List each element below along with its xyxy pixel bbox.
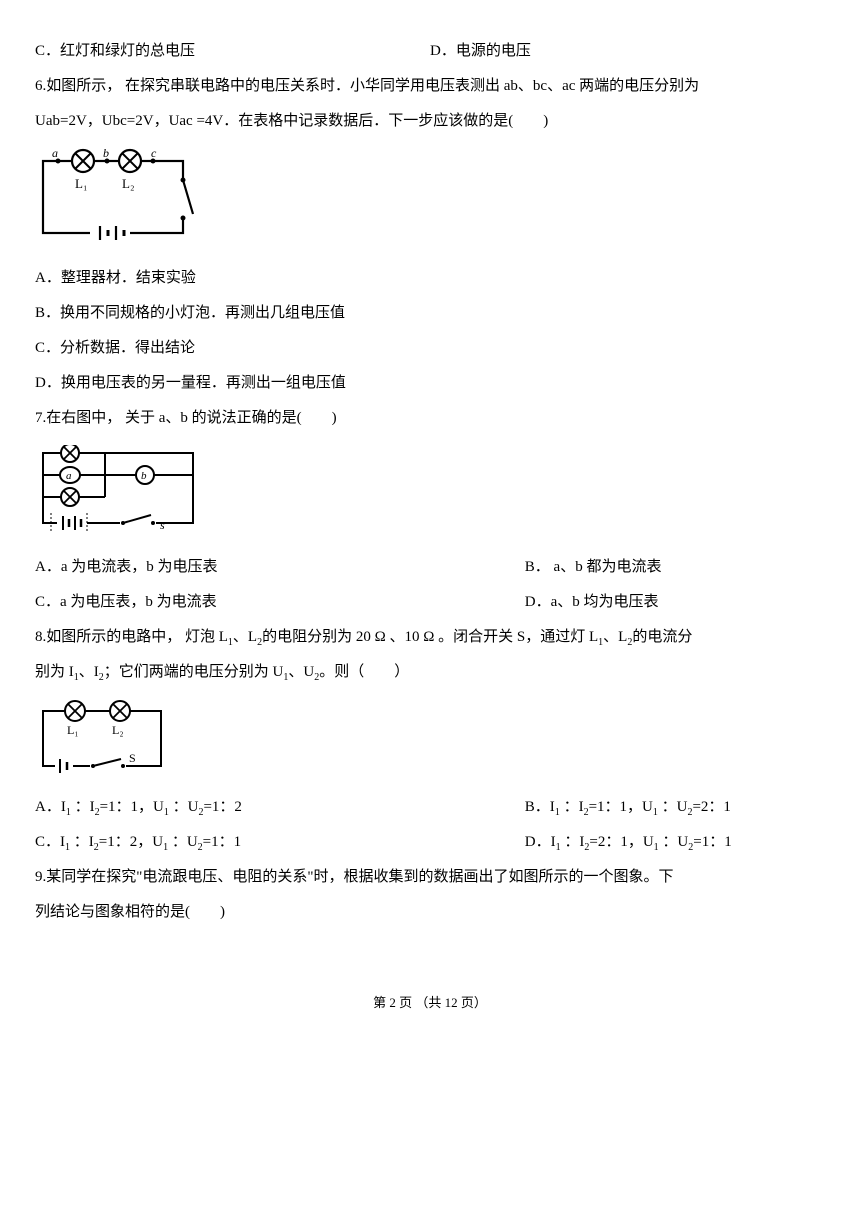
svg-text:c: c <box>151 148 157 160</box>
q9-stem-1: 9.某同学在探究"电流跟电压、电阻的关系"时，根据收集到的数据画出了如图所示的一… <box>35 861 825 894</box>
circuit-parallel-meters-icon: a b s <box>35 445 205 537</box>
svg-text:a: a <box>66 470 72 482</box>
q8-stem-1: 8.如图所示的电路中， 灯泡 L1、L2的电阻分别为 20 Ω 、10 Ω 。闭… <box>35 621 825 654</box>
q6-option-c: C．分析数据．得出结论 <box>35 332 825 365</box>
q8-circuit-figure: L₁ L₂ S <box>35 699 825 777</box>
q7-circuit-figure: a b s <box>35 445 825 537</box>
svg-text:L₁: L₁ <box>75 176 87 191</box>
circuit-series-two-lamps-icon: a b c L₁ L₂ <box>35 148 200 248</box>
svg-text:s: s <box>160 518 165 532</box>
q6-stem-1: 6.如图所示， 在探究串联电路中的电压关系时．小华同学用电压表测出 ab、bc、… <box>35 70 825 103</box>
q8-option-a: A．I1 ：I2=1：1，U1 ：U2=1：2 <box>35 791 525 824</box>
q5-option-d: D．电源的电压 <box>430 35 825 68</box>
q8-stem-2: 别为 I1、I2；它们两端的电压分别为 U1、U2。则（ ） <box>35 656 825 689</box>
q7-option-c: C．a 为电压表，b 为电流表 <box>35 586 525 619</box>
q7-option-b: B． a、b 都为电流表 <box>525 551 825 584</box>
q6-option-b: B．换用不同规格的小灯泡．再测出几组电压值 <box>35 297 825 330</box>
q7-option-d: D．a、b 均为电压表 <box>525 586 825 619</box>
q7-options-cd: C．a 为电压表，b 为电流表 D．a、b 均为电压表 <box>35 586 825 619</box>
q6-circuit-figure: a b c L₁ L₂ <box>35 148 825 248</box>
svg-text:b: b <box>103 148 109 160</box>
svg-text:L₂: L₂ <box>122 176 134 191</box>
svg-text:S: S <box>129 751 136 765</box>
svg-text:a: a <box>52 148 58 160</box>
q7-stem: 7.在右图中， 关于 a、b 的说法正确的是( ) <box>35 402 825 435</box>
page-footer: 第 2 页 （共 12 页） <box>35 989 825 1018</box>
q8-option-d: D．I1 ：I2=2：1，U1 ：U2=1：1 <box>525 826 825 859</box>
q6-option-d: D．换用电压表的另一量程．再测出一组电压值 <box>35 367 825 400</box>
q5-options: C．红灯和绿灯的总电压 D．电源的电压 <box>35 35 825 68</box>
q6-option-a: A．整理器材．结束实验 <box>35 262 825 295</box>
q9-stem-2: 列结论与图象相符的是( ) <box>35 896 825 929</box>
q7-option-a: A．a 为电流表，b 为电压表 <box>35 551 525 584</box>
q8-option-c: C．I1 ：I2=1：2，U1 ：U2=1：1 <box>35 826 525 859</box>
q7-options-ab: A．a 为电流表，b 为电压表 B． a、b 都为电流表 <box>35 551 825 584</box>
q8-options-cd: C．I1 ：I2=1：2，U1 ：U2=1：1 D．I1 ：I2=2：1，U1 … <box>35 826 825 859</box>
circuit-series-lamps-switch-icon: L₁ L₂ S <box>35 699 175 777</box>
q5-option-c: C．红灯和绿灯的总电压 <box>35 35 430 68</box>
q8-option-b: B．I1 ：I2=1：1，U1 ：U2=2：1 <box>525 791 825 824</box>
q6-stem-2: Uab=2V，Ubc=2V，Uac =4V．在表格中记录数据后．下一步应该做的是… <box>35 105 825 138</box>
svg-text:L₁: L₁ <box>67 723 79 737</box>
svg-text:L₂: L₂ <box>112 723 124 737</box>
q8-options-ab: A．I1 ：I2=1：1，U1 ：U2=1：2 B．I1 ：I2=1：1，U1 … <box>35 791 825 824</box>
svg-text:b: b <box>141 470 147 482</box>
